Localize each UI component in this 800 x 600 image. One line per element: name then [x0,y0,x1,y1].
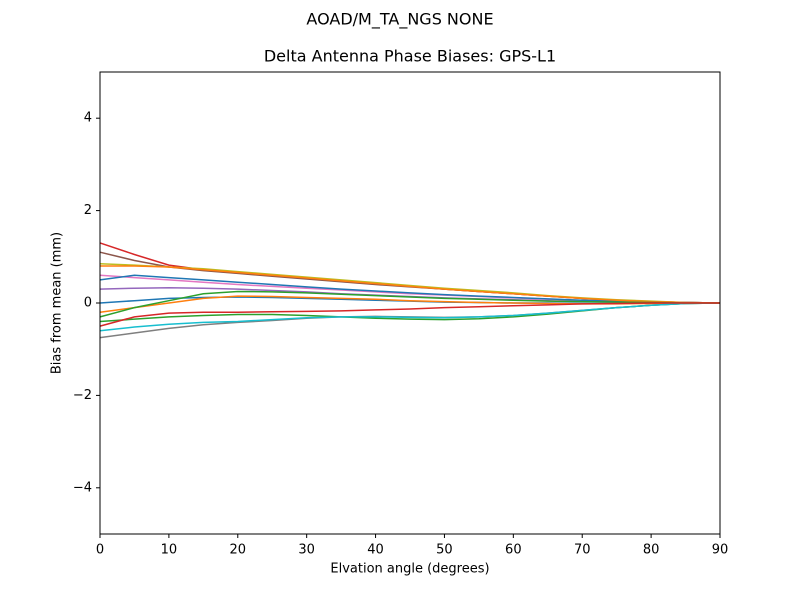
series-line [99,302,720,327]
x-tick-label: 0 [96,543,104,558]
y-tick-label: 4 [84,111,92,126]
plot-area [99,242,721,339]
series-line [99,302,721,339]
x-tick-label: 80 [643,543,660,558]
series-line [99,274,721,304]
chart-title: Delta Antenna Phase Biases: GPS-L1 [264,47,556,66]
x-tick-label: 10 [161,543,178,558]
x-tick-label: 50 [436,543,453,558]
y-tick-label: 2 [84,203,92,218]
series-line [99,302,721,332]
series-line [99,290,720,318]
x-tick-label: 90 [712,543,729,558]
series-line [100,265,721,304]
x-tick-label: 20 [230,543,247,558]
x-tick-label: 70 [574,543,591,558]
y-tick-label: −4 [73,480,92,495]
series-line [99,295,720,313]
x-axis-label: Elvation angle (degrees) [330,562,489,577]
y-tick-label: 0 [84,296,92,311]
x-tick-label: 60 [505,543,522,558]
suptitle: AOAD/M_TA_NGS NONE [306,10,493,30]
y-axis-label: Bias from mean (mm) [50,232,65,374]
x-tick-label: 30 [298,543,315,558]
x-tick-label: 40 [367,543,384,558]
y-tick-label: −2 [73,388,92,403]
